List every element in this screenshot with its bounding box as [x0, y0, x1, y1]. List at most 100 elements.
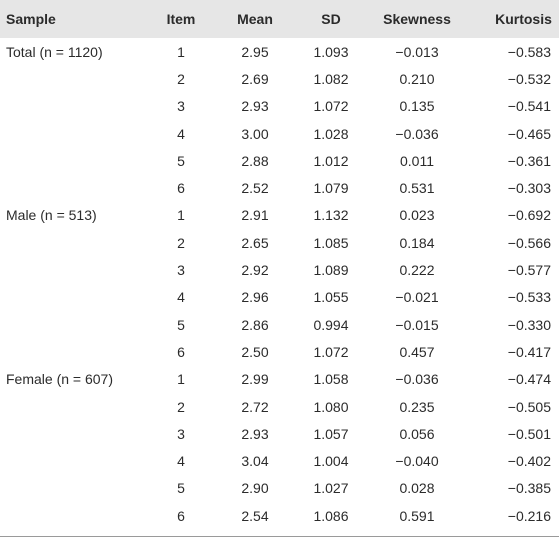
- bottom-rule: [0, 536, 559, 537]
- table-cell: 2.93: [241, 425, 269, 442]
- table-cell: 3: [177, 98, 185, 115]
- table-cell: [0, 475, 146, 502]
- table-cell: 2.91: [241, 207, 269, 224]
- table-cell: [0, 284, 146, 311]
- table-cell: 0.210: [399, 70, 435, 87]
- table-cell: 1: [177, 371, 185, 388]
- table-cell: 2.69: [241, 70, 269, 87]
- table-cell: 5: [177, 316, 185, 333]
- table-cell: 3.04: [241, 453, 269, 470]
- table-cell: [0, 174, 146, 201]
- table-cell: [0, 311, 146, 338]
- table-cell: 2.88: [241, 152, 269, 169]
- table-cell: −0.361: [507, 152, 551, 169]
- table-row: 6 2.54 1.086 0.591 −0.216: [0, 502, 559, 529]
- table-cell: −0.021: [395, 289, 439, 306]
- table-cell: 0.531: [399, 180, 435, 197]
- table-cell: −0.015: [395, 316, 439, 333]
- data-table: Sample Item Mean SD Skewness Kurtosis Total (…: [0, 0, 559, 529]
- table-row: 2 2.69 1.082 0.210 −0.532: [0, 65, 559, 92]
- table-cell: −0.533: [507, 289, 551, 306]
- table-cell: 0.023: [399, 207, 435, 224]
- table-cell: 1.086: [313, 507, 349, 524]
- table-cell: 6: [177, 180, 185, 197]
- table-cell: 0.184: [399, 234, 435, 251]
- column-header: Sample: [0, 0, 146, 38]
- table-cell: 2.52: [241, 180, 269, 197]
- table-cell: [0, 93, 146, 120]
- table-cell: 2.99: [241, 371, 269, 388]
- table-cell: 1.004: [313, 453, 349, 470]
- table-row: 4 2.96 1.055 −0.021 −0.533: [0, 284, 559, 311]
- table-row: 6 2.52 1.079 0.531 −0.303: [0, 174, 559, 201]
- table-cell: −0.465: [507, 125, 551, 142]
- table-cell: Male (n = 513): [6, 207, 97, 224]
- table-row: 2 2.65 1.085 0.184 −0.566: [0, 229, 559, 256]
- table-cell: 1.057: [313, 425, 349, 442]
- table-cell: −0.040: [395, 453, 439, 470]
- table-cell: 0.994: [313, 316, 349, 333]
- table-row: 2 2.72 1.080 0.235 −0.505: [0, 393, 559, 420]
- table-cell: 6: [177, 343, 185, 360]
- table-cell: −0.692: [507, 207, 551, 224]
- table-row: Total (n = 1120) 1 2.95 1.093 −0.013 −0.583: [0, 38, 559, 65]
- table-cell: 2.54: [241, 507, 269, 524]
- table-cell: −0.385: [507, 480, 551, 497]
- table-cell: [0, 420, 146, 447]
- table-cell: 2.92: [241, 262, 269, 279]
- table-cell: [0, 147, 146, 174]
- table-cell: [0, 338, 146, 365]
- table-row: Female (n = 607) 1 2.99 1.058 −0.036 −0.474: [0, 366, 559, 393]
- table-cell: 0.135: [399, 98, 435, 115]
- table-cell: 2.65: [241, 234, 269, 251]
- table-cell: [0, 120, 146, 147]
- table-cell: 1.028: [313, 125, 349, 142]
- table-cell: 0.591: [399, 507, 435, 524]
- table-cell: [0, 256, 146, 283]
- table-cell: −0.474: [507, 371, 551, 388]
- table-row: 6 2.50 1.072 0.457 −0.417: [0, 338, 559, 365]
- table-cell: −0.566: [507, 234, 551, 251]
- table-cell: 3: [177, 262, 185, 279]
- table-cell: 1.027: [313, 480, 349, 497]
- table-row: 5 2.88 1.012 0.011 −0.361: [0, 147, 559, 174]
- table-cell: 2.72: [241, 398, 269, 415]
- table-cell: 2.90: [241, 480, 269, 497]
- table-cell: −0.303: [507, 180, 551, 197]
- table-cell: 2: [177, 234, 185, 251]
- table-cell: Total (n = 1120): [6, 43, 103, 60]
- table-cell: 1.072: [313, 343, 349, 360]
- header-row: Sample Item Mean SD Skewness Kurtosis: [0, 0, 559, 38]
- table-cell: 1: [177, 43, 185, 60]
- table-cell: 2: [177, 398, 185, 415]
- table-cell: 2.50: [241, 343, 269, 360]
- table-cell: −0.501: [507, 425, 551, 442]
- table-cell: 1.058: [313, 371, 349, 388]
- table-cell: Female (n = 607): [6, 371, 113, 388]
- table-cell: 5: [177, 152, 185, 169]
- table-cell: [0, 65, 146, 92]
- table-cell: 6: [177, 507, 185, 524]
- table-cell: 4: [177, 125, 185, 142]
- table-row: 5 2.90 1.027 0.028 −0.385: [0, 475, 559, 502]
- table-cell: 3: [177, 425, 185, 442]
- table-row: 3 2.93 1.072 0.135 −0.541: [0, 93, 559, 120]
- table-row: Male (n = 513) 1 2.91 1.132 0.023 −0.692: [0, 202, 559, 229]
- table-cell: 0.222: [399, 262, 435, 279]
- table-cell: 0.235: [399, 398, 435, 415]
- table-cell: 0.056: [399, 425, 435, 442]
- table-cell: [0, 393, 146, 420]
- table-cell: −0.013: [395, 43, 439, 60]
- table-cell: 0.028: [399, 480, 435, 497]
- table-body: Total (n = 1120) 1 2.95 1.093 −0.013 −0.583 2 2…: [0, 38, 559, 529]
- table-cell: 1.072: [313, 98, 349, 115]
- table-row: 5 2.86 0.994 −0.015 −0.330: [0, 311, 559, 338]
- table-cell: 2.96: [241, 289, 269, 306]
- table-cell: 2: [177, 70, 185, 87]
- table-cell: 1.085: [313, 234, 349, 251]
- table-cell: −0.216: [507, 507, 551, 524]
- column-header: SD: [294, 0, 368, 38]
- column-header: Skewness: [368, 0, 466, 38]
- table-cell: 5: [177, 480, 185, 497]
